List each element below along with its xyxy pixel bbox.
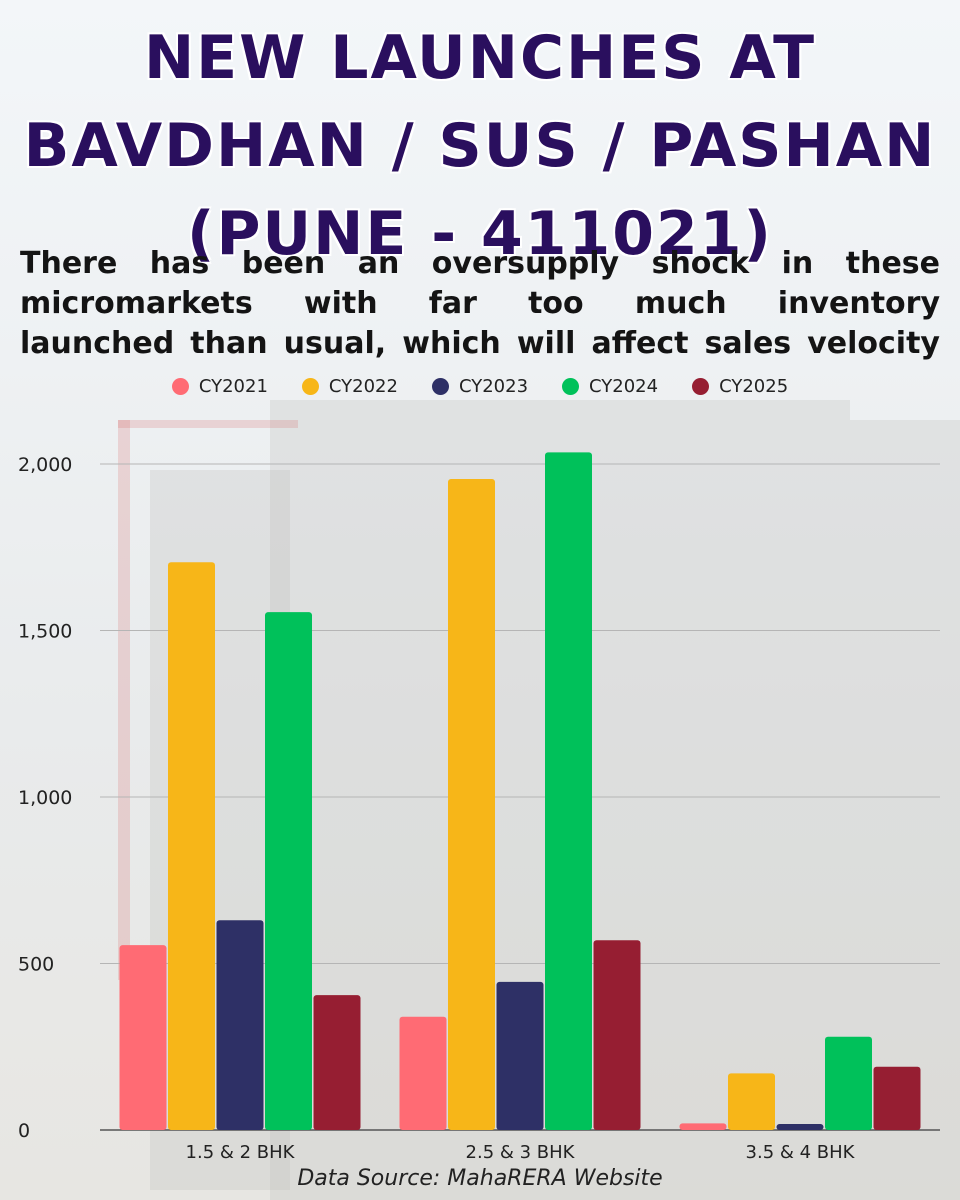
page-title: NEW LAUNCHES AT BAVDHAN / SUS / PASHAN (… <box>0 14 960 278</box>
bar-cy2025-2 <box>873 1066 921 1130</box>
legend-label-cy2023: CY2023 <box>458 376 529 397</box>
bar-cy2022-0 <box>168 562 215 1130</box>
legend-dot-cy2024 <box>562 378 580 395</box>
bar-cy2025-1 <box>593 940 641 1130</box>
chart-legend: CY2021 CY2022 CY2023 CY2024 CY2025 <box>0 376 960 397</box>
bar-cy2023-2 <box>776 1124 824 1130</box>
legend-label-cy2021: CY2021 <box>198 376 268 397</box>
x-tick-label: 2.5 & 3 BHK <box>466 1142 576 1163</box>
y-tick-label: 0 <box>18 1120 30 1142</box>
subtitle-line-3: launched than usual, which will affect s… <box>20 326 940 361</box>
legend-item-cy2024: CY2024 <box>562 376 658 397</box>
legend-item-cy2023: CY2023 <box>431 376 529 397</box>
legend-dot-cy2021 <box>171 378 189 395</box>
title-line-1: NEW LAUNCHES AT <box>143 23 817 93</box>
y-tick-label: 2,000 <box>18 454 72 476</box>
data-source-note: Data Source: MahaRERA Website <box>297 1166 663 1191</box>
legend-label-cy2024: CY2024 <box>589 376 659 397</box>
x-tick-label: 1.5 & 2 BHK <box>186 1142 296 1163</box>
bar-cy2025-0 <box>313 995 361 1130</box>
bar-cy2023-0 <box>216 920 264 1130</box>
title-line-3: (PUNE - 411021) <box>187 199 773 269</box>
y-tick-label: 1,000 <box>18 787 72 809</box>
y-tick-label: 500 <box>18 954 54 976</box>
legend-dot-cy2025 <box>692 378 710 395</box>
bar-cy2024-2 <box>825 1036 872 1130</box>
legend-item-cy2021: CY2021 <box>171 376 268 397</box>
x-tick-label: 3.5 & 4 BHK <box>746 1142 856 1163</box>
subtitle-line-1: There has been an oversupply shock in th… <box>20 246 940 281</box>
bar-cy2021-0 <box>119 945 167 1130</box>
legend-label-cy2025: CY2025 <box>719 376 789 397</box>
legend-item-cy2025: CY2025 <box>692 376 788 397</box>
legend-label-cy2022: CY2022 <box>328 376 398 397</box>
bar-cy2023-1 <box>496 981 544 1130</box>
bar-cy2024-0 <box>265 612 312 1130</box>
legend-dot-cy2023 <box>431 378 449 395</box>
legend-dot-cy2022 <box>301 378 319 395</box>
legend-item-cy2022: CY2022 <box>301 376 398 397</box>
bar-cy2021-1 <box>399 1016 447 1130</box>
bar-cy2022-2 <box>728 1073 775 1130</box>
bar-cy2021-2 <box>679 1123 727 1130</box>
bar-cy2024-1 <box>545 452 592 1131</box>
subtitle: There has been an oversupply shock in th… <box>20 244 940 364</box>
bar-cy2022-1 <box>448 478 495 1130</box>
subtitle-line-2: micromarkets with far too much inventory <box>20 286 940 321</box>
y-tick-label: 1,500 <box>18 621 72 643</box>
title-line-2: BAVDHAN / SUS / PASHAN <box>23 111 937 181</box>
